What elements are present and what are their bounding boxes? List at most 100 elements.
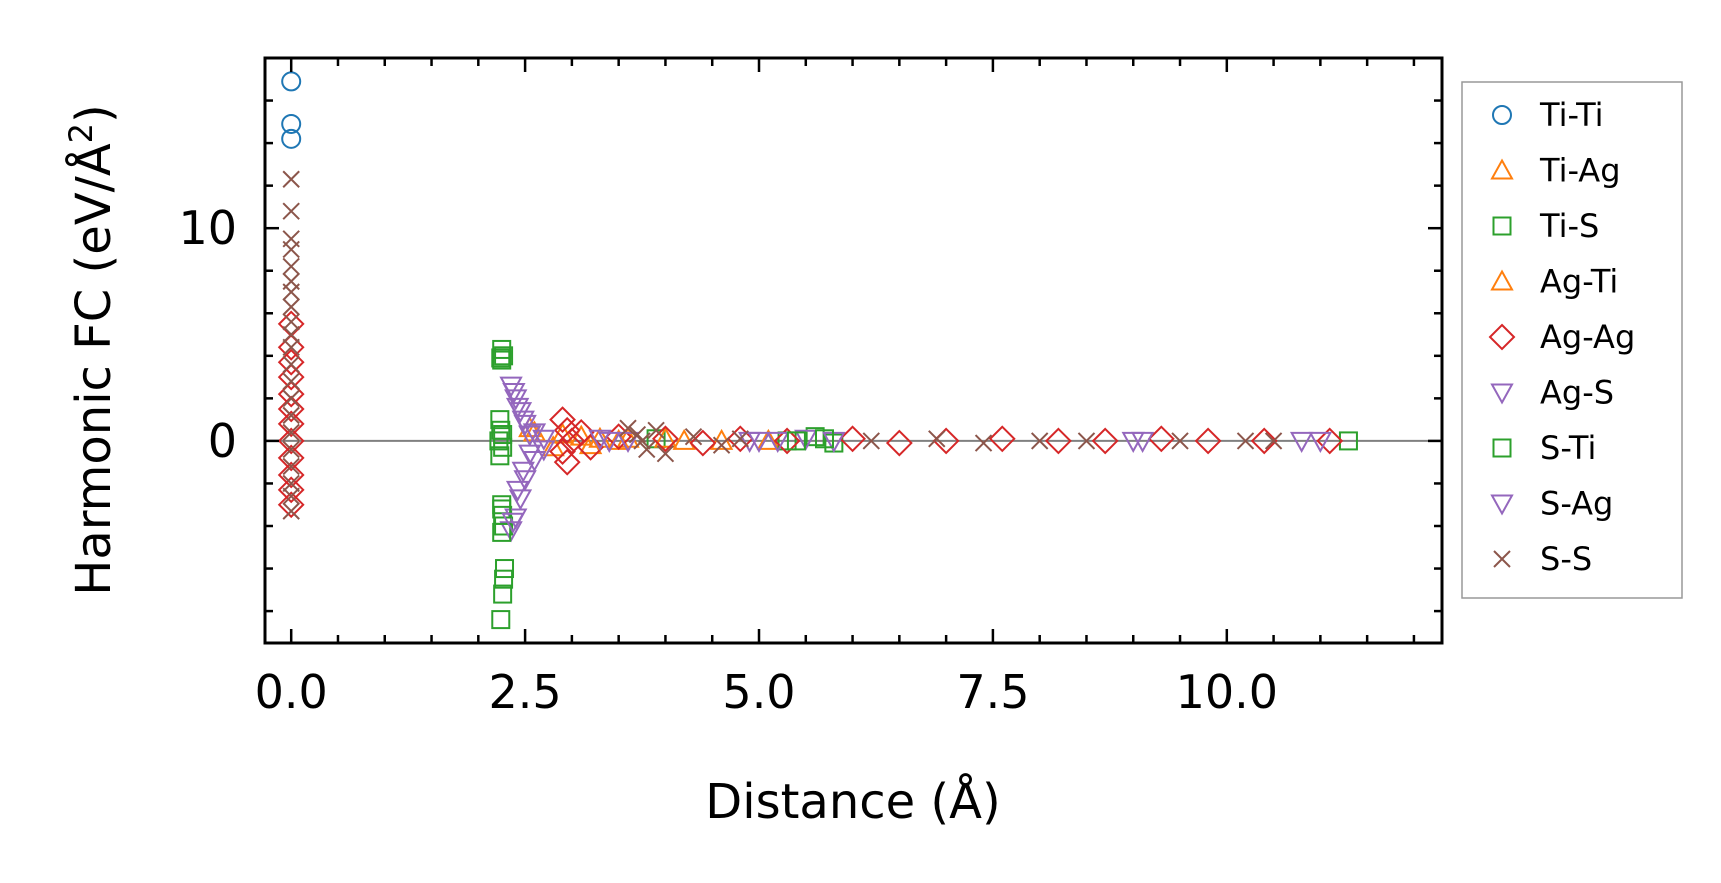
legend-marker <box>1488 323 1516 351</box>
data-point <box>282 170 300 188</box>
data-point <box>282 313 300 331</box>
data-point <box>277 410 305 438</box>
y-axis-label: Harmonic FC (eV/Å2) <box>62 104 122 596</box>
data-point <box>493 584 513 604</box>
legend-label: Ag-S <box>1540 374 1614 412</box>
legend-label: S-Ag <box>1540 485 1613 523</box>
data-point <box>495 559 515 579</box>
data-point <box>1264 432 1283 450</box>
data-point <box>277 476 305 504</box>
data-point <box>282 202 300 220</box>
legend-marker <box>1490 269 1514 291</box>
series-ag-ag <box>277 310 1344 519</box>
legend-marker <box>1492 105 1512 125</box>
data-point <box>281 128 302 149</box>
series-ti-ti <box>281 71 302 149</box>
data-point <box>511 461 535 483</box>
data-point <box>794 429 818 451</box>
data-point <box>282 502 300 520</box>
data-point <box>505 480 530 502</box>
x-tick-label: 5.0 <box>722 665 795 719</box>
data-point <box>549 438 576 465</box>
data-point <box>1338 431 1358 451</box>
legend-label: S-S <box>1540 540 1592 578</box>
data-point <box>282 240 300 259</box>
data-point <box>712 436 731 454</box>
data-point <box>505 397 530 419</box>
data-point <box>282 440 300 459</box>
data-point <box>1147 425 1175 453</box>
data-point <box>616 431 640 453</box>
data-point <box>1236 432 1255 450</box>
data-point <box>511 410 535 432</box>
data-point <box>282 457 300 476</box>
data-point <box>786 431 806 451</box>
legend-item-ag-s: Ag-S <box>1490 374 1614 412</box>
data-point <box>1308 431 1333 453</box>
axis-tick-labels: 0.0 2.5 5.0 7.5 10.0 0 10 <box>178 201 1278 719</box>
data-point <box>277 333 305 361</box>
data-point <box>1250 427 1278 455</box>
legend-label: Ti-Ag <box>1539 152 1621 190</box>
data-point <box>1121 431 1145 453</box>
series-ag-s <box>499 376 1333 543</box>
data-point <box>522 423 547 445</box>
legend-label: Ti-S <box>1539 207 1599 245</box>
legend: Ti-Ti Ti-Ag Ti-S Ag-Ti Ag-Ag Ag-S S-Ti S-Ag S-S <box>1461 81 1683 599</box>
data-point <box>839 425 866 453</box>
series-s-ti <box>491 348 834 542</box>
data-point <box>532 429 556 451</box>
legend-label: Ag-Ag <box>1540 318 1635 356</box>
series-s-ag <box>501 382 1145 534</box>
data-point <box>578 433 603 455</box>
data-point <box>282 406 300 425</box>
x-tick-label: 10.0 <box>1176 665 1278 719</box>
series-ti-s <box>489 339 1358 630</box>
data-point <box>647 421 665 439</box>
data-point <box>282 372 300 391</box>
data-point <box>619 419 637 437</box>
data-point <box>277 363 305 391</box>
data-point <box>282 257 300 276</box>
data-point <box>1171 432 1189 450</box>
data-point <box>656 444 675 463</box>
x-tick-label: 2.5 <box>489 665 562 719</box>
data-point <box>501 512 525 534</box>
legend-item-ag-ag: Ag-Ag <box>1488 318 1635 356</box>
data-point <box>494 346 514 366</box>
data-point <box>577 433 605 461</box>
data-point <box>773 427 801 455</box>
data-point <box>281 113 302 134</box>
data-point <box>518 444 542 466</box>
data-point <box>277 491 305 519</box>
data-point <box>1194 427 1222 455</box>
data-point <box>492 499 512 519</box>
data-point <box>277 444 305 472</box>
data-point <box>277 348 305 376</box>
data-point <box>282 474 300 493</box>
x-tick-label: 7.5 <box>956 665 1029 719</box>
data-point <box>885 429 913 457</box>
legend-label: S-Ti <box>1540 429 1596 467</box>
data-point <box>653 426 678 448</box>
data-point <box>281 71 302 92</box>
data-point <box>1044 427 1072 455</box>
data-point <box>277 427 305 455</box>
legend-marker <box>1493 550 1511 568</box>
data-point <box>862 432 880 450</box>
legend-item-ag-ti: Ag-Ti <box>1490 263 1618 301</box>
data-point <box>1316 427 1344 455</box>
legend-item-ti-ti: Ti-Ti <box>1492 96 1604 134</box>
data-point <box>277 395 305 423</box>
data-point <box>1289 431 1314 453</box>
data-point <box>282 355 300 374</box>
data-point <box>282 325 300 344</box>
data-point <box>282 283 300 301</box>
data-point <box>494 569 514 589</box>
legend-marker <box>1490 383 1514 405</box>
data-point <box>1030 432 1049 450</box>
series-s-s <box>282 170 1283 520</box>
data-point <box>277 380 305 408</box>
y-tick-label: 10 <box>178 201 237 255</box>
